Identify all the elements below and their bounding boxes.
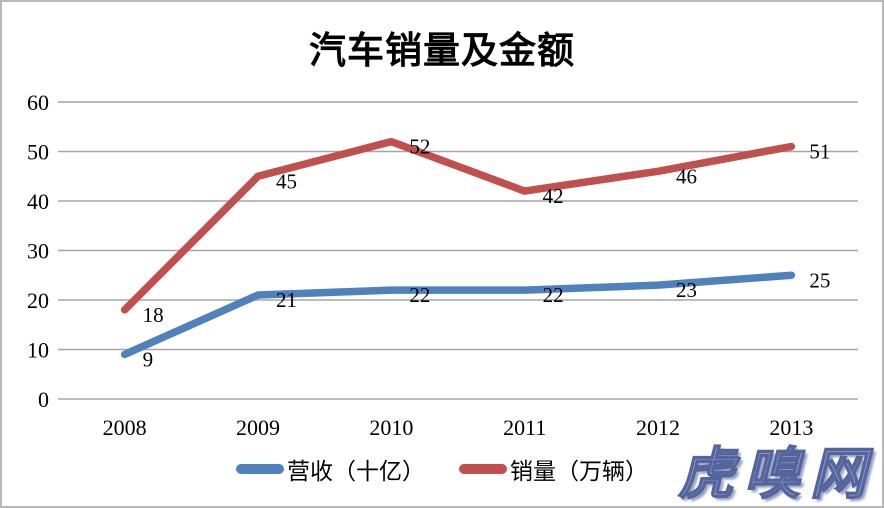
data-label-series-1: 42 — [543, 184, 564, 208]
series-line-0 — [120, 271, 796, 359]
data-label-series-0: 21 — [276, 288, 297, 312]
y-tick-label: 10 — [27, 338, 49, 363]
y-tick-label: 50 — [27, 140, 49, 165]
revenue-series-swatch — [236, 464, 284, 474]
x-tick-label: 2011 — [503, 415, 546, 440]
huxiu-watermark: 虎嗅网 — [677, 443, 876, 506]
legend: 营收（十亿） 销量（万辆） — [2, 452, 882, 486]
y-tick-label: 60 — [27, 90, 49, 115]
y-tick-label: 40 — [27, 189, 49, 214]
y-tick-label: 0 — [38, 387, 49, 412]
data-label-series-1: 52 — [409, 135, 430, 159]
sales-series-swatch — [459, 464, 507, 474]
legend-item-sales: 销量（万辆） — [459, 452, 648, 486]
data-label-series-0: 22 — [409, 283, 430, 307]
y-tick-label: 20 — [27, 288, 49, 313]
x-tick-label: 2008 — [103, 415, 147, 440]
chart-title: 汽车销量及金额 — [309, 31, 575, 72]
x-tick-label: 2010 — [369, 415, 413, 440]
series-line-1 — [120, 137, 796, 314]
data-label-series-1: 45 — [276, 169, 297, 193]
data-label-series-0: 23 — [676, 278, 697, 302]
legend-item-revenue: 营收（十亿） — [236, 452, 425, 486]
data-label-series-1: 18 — [143, 303, 164, 327]
data-label-series-0: 9 — [143, 347, 154, 371]
data-label-series-1: 51 — [809, 140, 830, 164]
y-tick-label: 30 — [27, 239, 49, 264]
x-tick-label: 2012 — [636, 415, 680, 440]
data-label-series-0: 25 — [809, 268, 830, 292]
data-label-series-1: 46 — [676, 164, 697, 188]
x-tick-label: 2009 — [236, 415, 280, 440]
x-tick-label: 2013 — [769, 415, 813, 440]
data-label-series-0: 22 — [543, 283, 564, 307]
sales-series-label: 销量（万辆） — [510, 459, 648, 484]
revenue-series-label: 营收（十亿） — [287, 459, 425, 484]
